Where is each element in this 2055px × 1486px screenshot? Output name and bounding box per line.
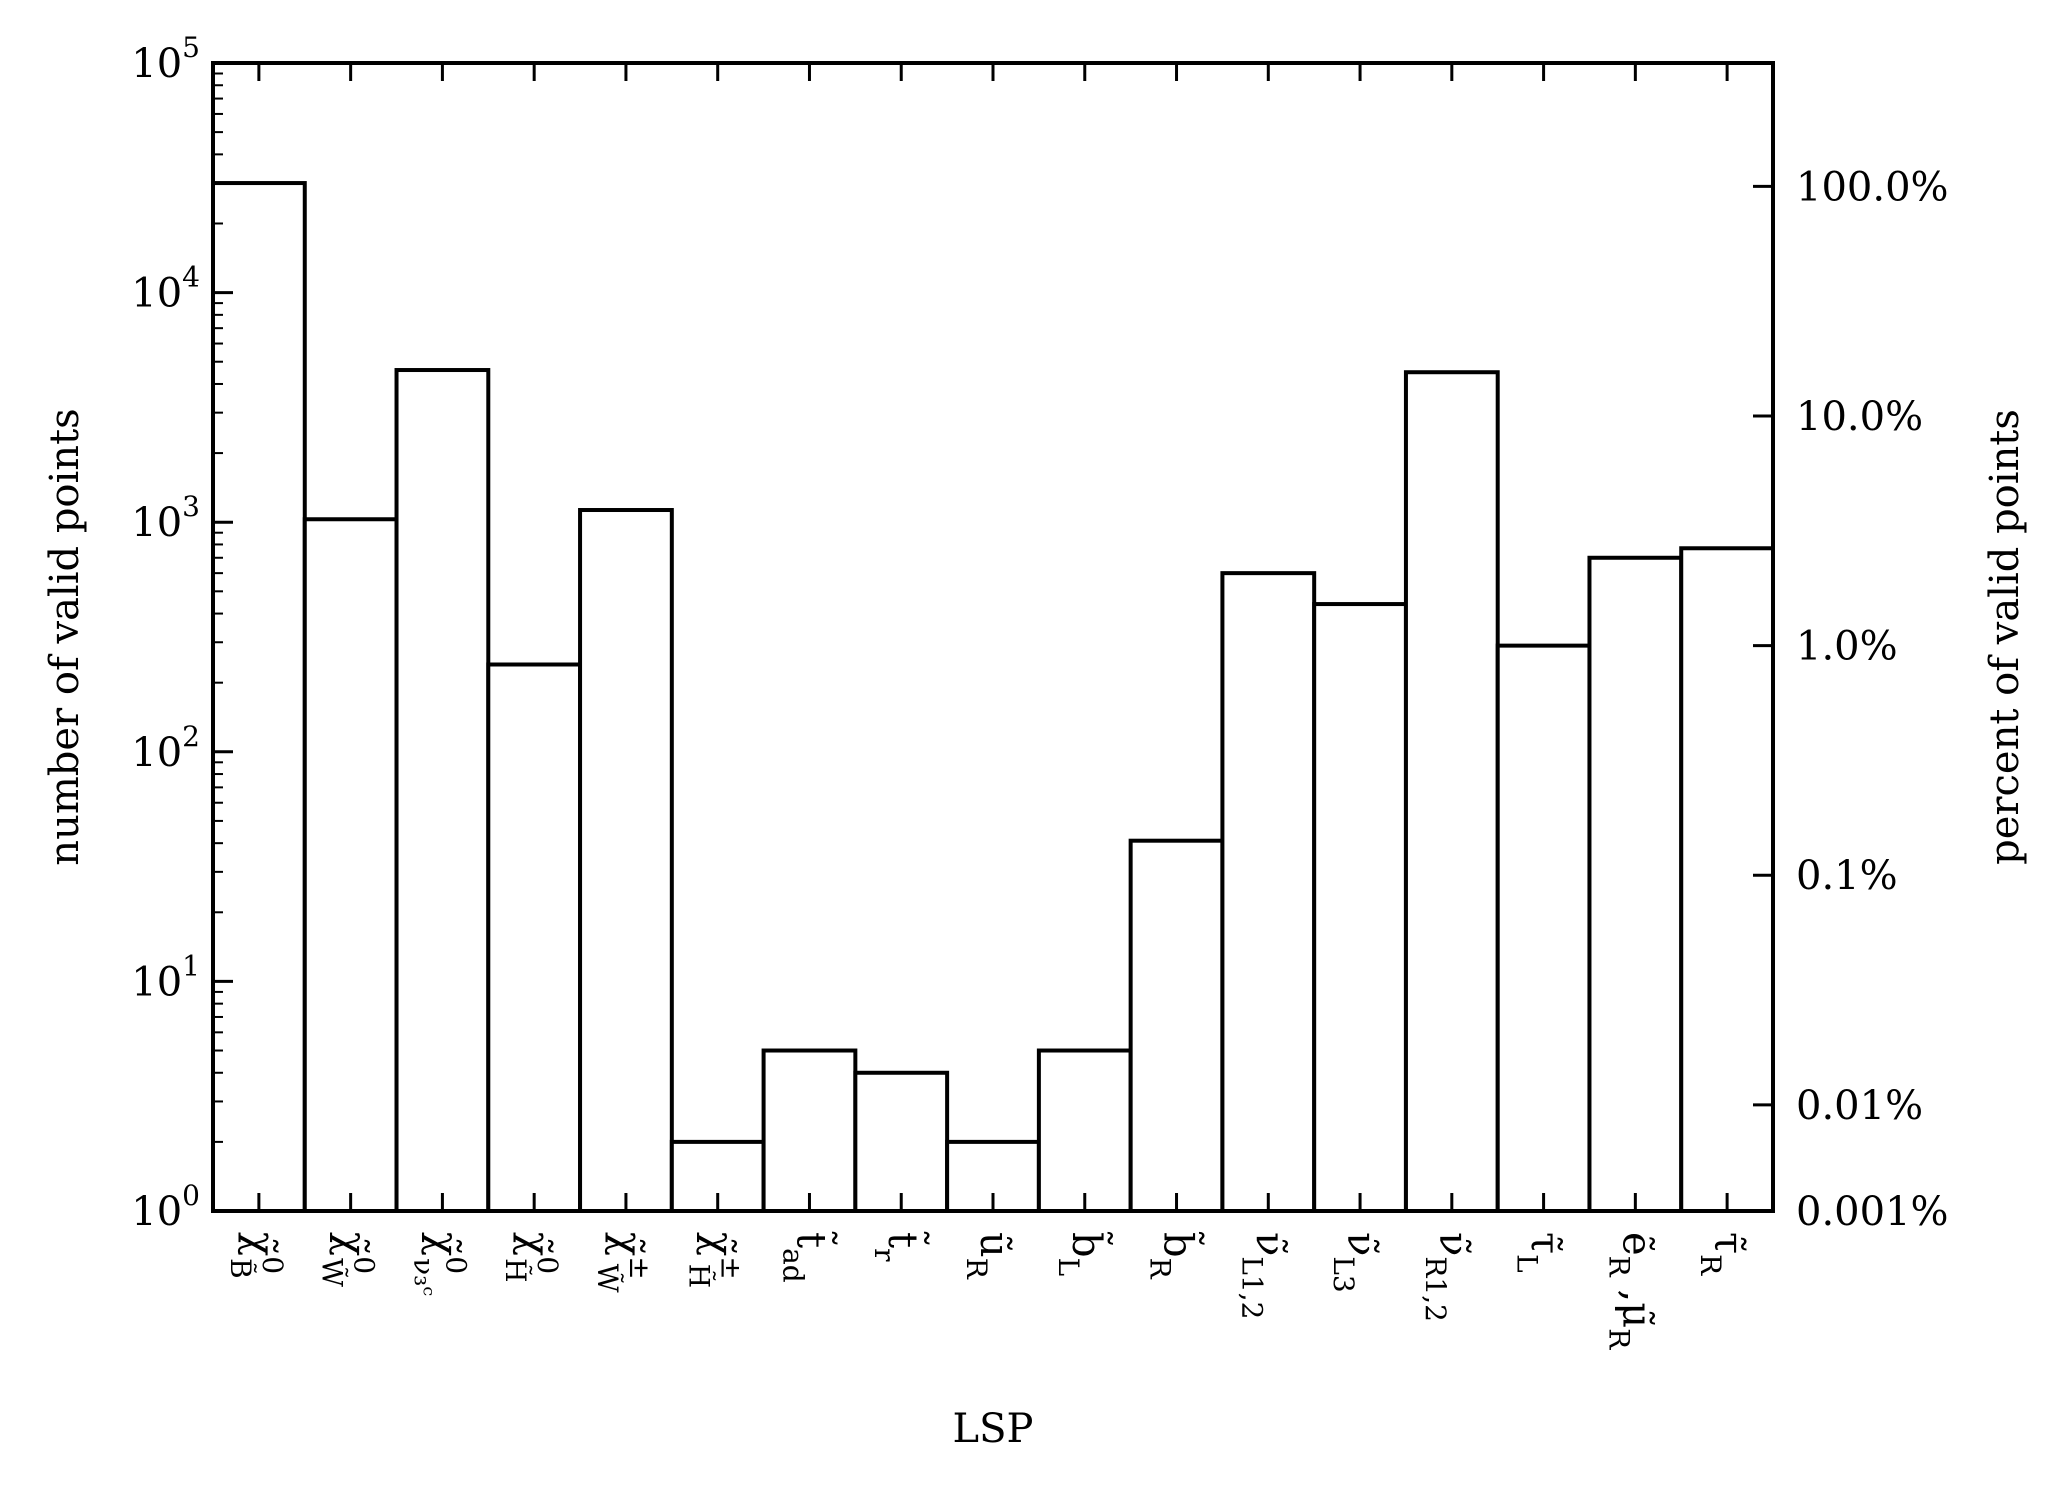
bar-0 xyxy=(211,181,307,1213)
bar-2 xyxy=(394,368,491,1213)
bars-group xyxy=(211,181,1776,1214)
x-tick-label: χ̃0H̃ xyxy=(499,1232,564,1283)
right-tick-label: 0.01% xyxy=(1796,1083,1923,1129)
y-tick-label: 102 xyxy=(131,720,200,776)
bar-12 xyxy=(1312,602,1408,1213)
x-tick-label: ẽR ,μ̃R xyxy=(1602,1232,1659,1350)
bar-4 xyxy=(578,508,674,1213)
x-tick-label: χ̃0ν₃ᶜ xyxy=(407,1232,472,1296)
right-axis: 100.0% 10.0% 1.0% 0.1% 0.01% 0.001% xyxy=(1753,164,1949,1235)
x-tick-label: χ̃0B̃ xyxy=(224,1232,289,1279)
x-axis-label: LSP xyxy=(953,1406,1034,1452)
x-axis: χ̃0B̃ χ̃0W̃ χ̃0ν₃ᶜ χ̃0H̃ χ̃±W̃ χ̃±H̃ t̃ad t̃r ũR… xyxy=(224,63,1751,1350)
x-tick-label: b̃L xyxy=(1052,1231,1113,1276)
bar-6 xyxy=(761,1048,858,1213)
y-tick-label: 101 xyxy=(131,949,200,1005)
right-tick-label: 10.0% xyxy=(1796,394,1923,440)
bar-13 xyxy=(1403,370,1500,1213)
x-tick-label: b̃R xyxy=(1144,1231,1205,1279)
x-tick-label: t̃r xyxy=(868,1231,929,1262)
left-axis: 100 101 102 103 104 105 xyxy=(131,31,233,1235)
right-tick-label: 1.0% xyxy=(1796,624,1898,670)
y-tick-label: 105 xyxy=(131,31,200,87)
x-tick-label: τ̃R xyxy=(1694,1232,1751,1276)
right-tick-label: 100.0% xyxy=(1796,164,1949,210)
bar-16 xyxy=(1679,546,1776,1213)
bar-14 xyxy=(1495,643,1592,1213)
y-axis-label-right: percent of valid points xyxy=(1982,409,2028,865)
x-tick-label: ν̃L3 xyxy=(1327,1232,1384,1293)
x-tick-label: χ̃0W̃ xyxy=(316,1232,381,1287)
bar-9 xyxy=(1036,1048,1133,1213)
y-tick-label: 103 xyxy=(131,490,200,546)
x-tick-label: τ̃L xyxy=(1511,1232,1568,1273)
y-tick-label: 100 xyxy=(131,1179,200,1235)
x-tick-label: t̃ad xyxy=(776,1231,837,1283)
bar-15 xyxy=(1587,555,1684,1213)
right-tick-label: 0.1% xyxy=(1796,853,1898,899)
x-tick-label: ν̃L1,2 xyxy=(1235,1232,1292,1319)
bar-1 xyxy=(302,517,399,1213)
bar-7 xyxy=(853,1070,950,1213)
x-tick-label: χ̃±W̃ xyxy=(591,1232,656,1293)
bar-3 xyxy=(486,662,583,1213)
y-tick-label: 104 xyxy=(131,261,200,317)
bar-11 xyxy=(1220,571,1317,1213)
right-tick-label: 0.001% xyxy=(1796,1189,1949,1235)
bar-10 xyxy=(1128,838,1225,1213)
x-tick-label: χ̃±H̃ xyxy=(683,1232,748,1288)
y-axis-label: number of valid points xyxy=(42,408,88,865)
x-tick-label: ũR xyxy=(960,1232,1017,1280)
x-tick-label: ν̃R1,2 xyxy=(1419,1232,1476,1322)
